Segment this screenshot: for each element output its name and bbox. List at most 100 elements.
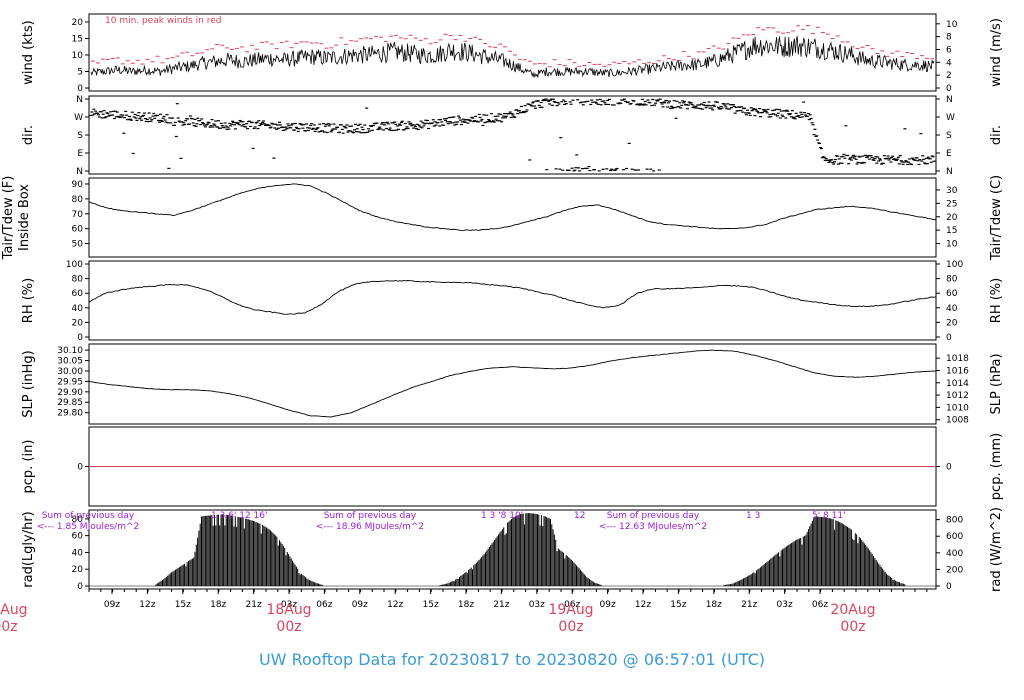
footer-title: UW Rooftop Data for 20230817 to 20230820… [259,650,765,669]
panel-wind: 0 5 10 15 20 0 2 4 6 8 10 wind (kts) wind (m/s) 10 mi… [21,13,1004,94]
rad-sum-value: <--- 12.63 MJoules/m^2 [599,522,707,532]
left-tick-label: N [76,167,83,177]
right-tick-label: 800 [946,516,963,526]
x-tick-label: 18z [706,600,722,610]
panel-pcp: 0 0 pcp. (in) pcp. (mm) [21,426,1004,507]
y-axis-label-left: Inside Box [17,184,32,251]
left-tick-label: 40 [72,304,84,314]
right-tick-label: 600 [946,532,963,542]
right-tick-label: N [946,95,953,105]
x-tick-label: 06z [316,600,332,610]
right-tick-label: 0 [946,84,952,94]
panel-frame [88,95,937,175]
y-axis-label-left: RH (%) [21,278,36,323]
panel-frame [88,13,937,92]
right-tick-label: 60 [946,289,958,299]
series-rh [88,280,937,315]
x-tick-label: 03z [529,600,545,610]
right-tick-label: N [946,167,953,177]
y-axis-label-right: rad (W/m^2) [989,507,1004,592]
right-tick-label: 0 [946,333,952,343]
left-tick-label: 60 [72,289,84,299]
x-tick-label: 21z [493,600,509,610]
y-axis-label-right: SLP (hPa) [989,353,1004,414]
right-tick-label: 1008 [946,416,969,426]
right-tick-label: 40 [946,304,958,314]
y-axis-label-left: Tair/Tdew (F) [1,176,16,261]
rad-sum-title: Sum of previous day [607,511,700,521]
y-axis-label-left: wind (kts) [21,20,36,84]
left-tick-label: 80 [72,195,84,205]
right-tick-label: 100 [946,260,963,270]
right-tick-label: 1016 [946,366,969,376]
left-tick-label: 60 [72,532,84,542]
right-tick-label: 6 [946,45,952,55]
right-tick-label: E [946,149,952,159]
y-axis-label-right: wind (m/s) [989,18,1004,87]
day-label-date: 19Aug [548,602,593,618]
left-tick-label: 29.90 [57,388,83,398]
series-temp [88,183,937,231]
right-tick-label: 10 [946,240,958,250]
right-tick-label: W [946,113,955,123]
right-tick-label: S [946,131,952,141]
day-label-time: 00z [276,619,301,635]
x-tick-label: 03z [777,600,793,610]
rad-sum-title: Sum of previous day [42,511,135,521]
right-tick-label: 20 [946,213,958,223]
x-tick-label: 06z [812,600,828,610]
rad-hour-marks: 5' 8 11' [812,511,846,521]
left-tick-label: 29.85 [57,398,83,408]
right-tick-label: 80 [946,275,958,285]
left-tick-label: 0 [77,333,83,343]
x-tick-label: 18z [210,600,226,610]
rad-hour-marks: 1 3 6' 12 16' [211,511,267,521]
left-tick-label: 80 [72,515,84,525]
y-axis-label-right: pcp. (mm) [989,433,1004,500]
x-tick-label: 15z [670,600,686,610]
left-tick-label: 60 [72,225,84,235]
left-tick-label: 15 [72,34,83,44]
left-tick-label: 30.10 [57,346,83,356]
left-tick-label: 30.05 [57,357,83,367]
x-tick-label: 09z [352,600,368,610]
left-tick-label: S [77,131,83,141]
left-tick-label: 5 [77,67,83,77]
right-tick-label: 15 [946,226,957,236]
panel-rh: 0 20 40 60 80 100 0 20 40 60 80 100 RH (%) RH (%) [21,260,1004,343]
day-label-time: 00z [0,619,18,635]
right-tick-label: 20 [946,318,958,328]
right-tick-label: 400 [946,549,963,559]
x-tick-label: 12z [635,600,651,610]
right-tick-label: 0 [946,582,952,592]
left-tick-label: 40 [72,548,84,558]
left-tick-label: 29.80 [57,409,83,419]
left-tick-label: 50 [72,240,84,250]
right-tick-label: 1018 [946,354,969,364]
rad-sum-value: <--- 18.96 MJoules/m^2 [316,522,424,532]
peak-wind-note: 10 min. peak winds in red [105,16,222,26]
y-axis-label-right: dir. [989,125,1004,145]
x-tick-label: 09z [600,600,616,610]
right-tick-label: 8 [946,33,952,43]
panel-frame [88,260,937,341]
right-tick-label: 200 [946,565,963,575]
left-tick-label: 29.95 [57,377,83,387]
left-tick-label: 0 [77,84,83,94]
y-axis-label-left: rad(Lgly/hr) [21,511,36,587]
day-label-time: 00z [558,619,583,635]
right-tick-label: 1012 [946,391,969,401]
x-tick-label: 12z [387,600,403,610]
right-tick-label: 4 [946,58,952,68]
rad-sum-value: <--- 1.85 MJoules/m^2 [37,522,139,532]
x-tick-label: 06z [564,600,580,610]
y-axis-label-right: Tair/Tdew (C) [989,175,1004,261]
left-tick-label: 20 [72,18,84,28]
right-tick-label: 30 [946,186,958,196]
panel-temp: 50 60 70 80 90 10 15 20 25 30 Tair/Tdew (F) Inside … [1,175,1004,261]
rad-sum-title: Sum of previous day [324,511,417,521]
